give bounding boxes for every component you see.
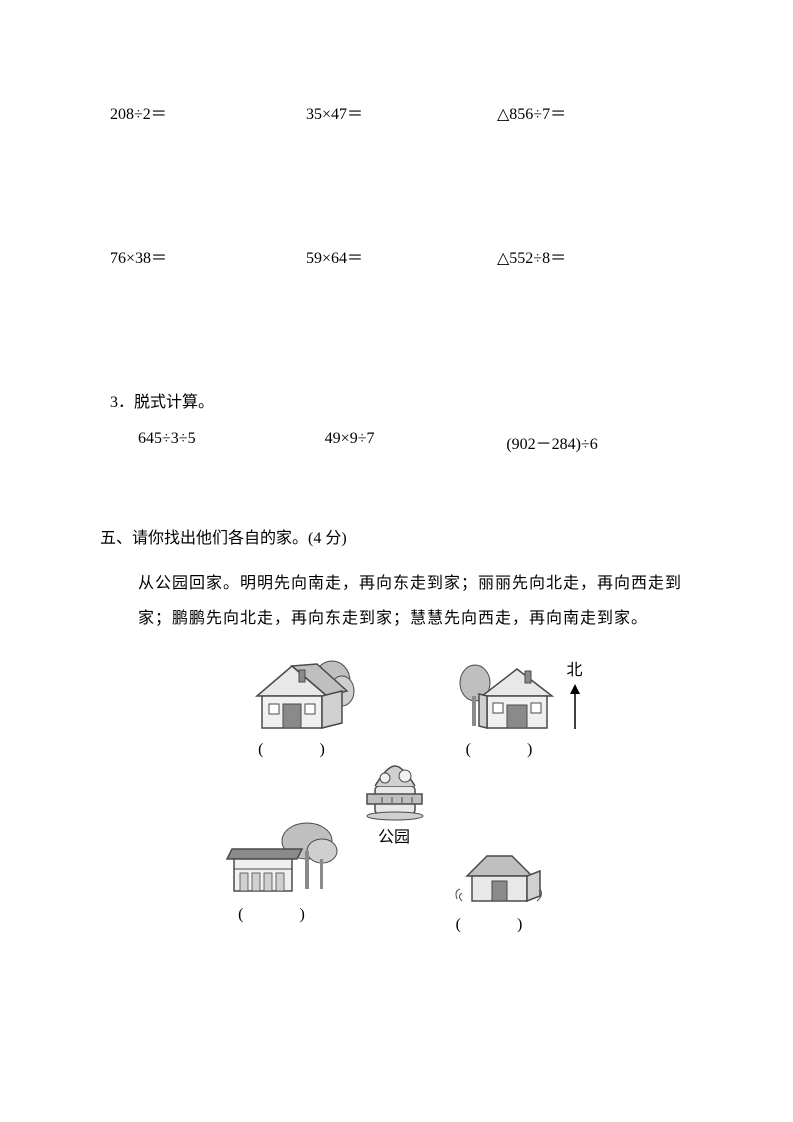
problem-1-3: △856÷7＝ [492, 100, 683, 124]
north-arrow-icon [567, 684, 583, 729]
house-sw: ( ) [222, 821, 342, 924]
section-5: 五、请你找出他们各自的家。(4 分) 从公园回家。明明先向南走，再向东走到家；丽… [110, 524, 683, 986]
problem-1-2: 35×47＝ [296, 100, 492, 124]
house-ne: ( ) [457, 661, 562, 759]
house-se: ( ) [452, 851, 547, 934]
problem-2-2: 59×64＝ [296, 244, 492, 268]
house-sw-label: ( ) [222, 900, 342, 924]
park-label: 公园 [357, 823, 432, 847]
house-nw: ( ) [247, 656, 357, 759]
problem-3-2: 49×9÷7 [315, 430, 502, 454]
house-ne-icon [457, 661, 562, 731]
section-5-body: 从公园回家。明明先向南走，再向东走到家；丽丽先向北走，再向西走到家；鹏鹏先向北走… [138, 566, 683, 636]
park: 公园 [357, 756, 432, 847]
house-se-icon [452, 851, 547, 906]
problem-2-3: △552÷8＝ [492, 244, 683, 268]
north-indicator: 北 [567, 656, 583, 729]
section-3-title: 3．脱式计算。 [110, 388, 683, 412]
house-sw-icon [222, 821, 342, 896]
diagram-area: 北 ( ) [177, 656, 617, 986]
problem-2-1: 76×38＝ [110, 244, 296, 268]
house-nw-label: ( ) [247, 735, 357, 759]
problem-row-1: 208÷2＝ 35×47＝ △856÷7＝ [110, 100, 683, 124]
section-5-title: 五、请你找出他们各自的家。(4 分) [100, 524, 683, 548]
problem-1-1: 208÷2＝ [110, 100, 296, 124]
problem-3-3: (902－284)÷6 [501, 430, 683, 454]
house-nw-icon [247, 656, 357, 731]
problem-3-1: 645÷3÷5 [138, 430, 315, 454]
north-label: 北 [567, 662, 583, 679]
park-icon [357, 756, 432, 821]
house-se-label: ( ) [452, 910, 547, 934]
house-ne-label: ( ) [457, 735, 562, 759]
problem-row-3: 645÷3÷5 49×9÷7 (902－284)÷6 [138, 430, 683, 454]
problem-row-2: 76×38＝ 59×64＝ △552÷8＝ [110, 244, 683, 268]
